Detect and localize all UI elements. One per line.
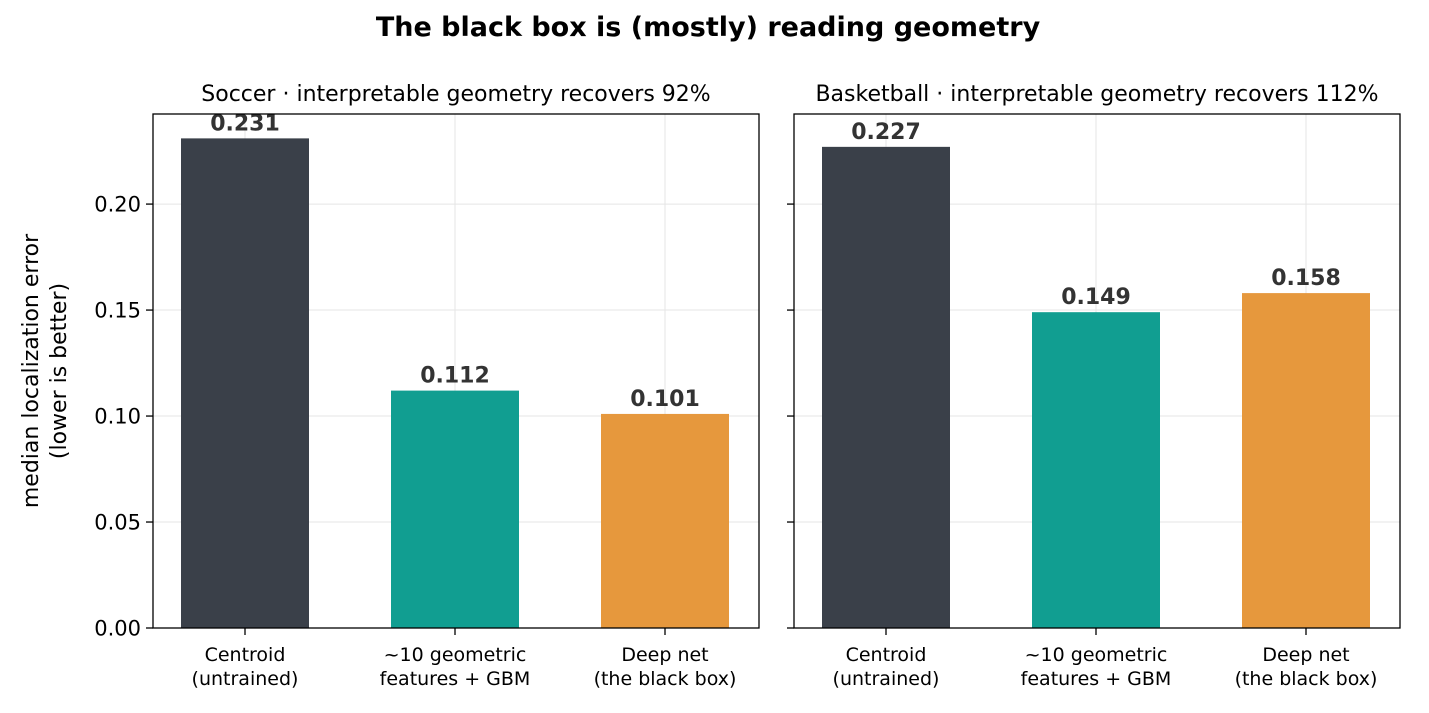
bar-value-label: 0.227 <box>851 120 921 145</box>
bar <box>601 413 729 628</box>
bar <box>822 146 950 628</box>
y-tick-label: 0.10 <box>94 405 141 429</box>
y-axis-label-line2: (lower is better) <box>47 283 72 459</box>
bar <box>1032 312 1160 628</box>
y-tick-label: 0.20 <box>94 193 141 217</box>
y-axis-label-line1: median localization error <box>19 233 44 508</box>
plot-frame <box>152 113 760 629</box>
x-tick-label: Centroid (untrained) <box>192 644 299 690</box>
bar <box>181 138 309 629</box>
panel-title: Basketball · interpretable geometry reco… <box>815 82 1378 107</box>
x-tick-label: ~10 geometric features + GBM <box>380 644 531 690</box>
bar <box>391 390 519 628</box>
bar-value-label: 0.231 <box>210 111 280 136</box>
x-tick-label: ~10 geometric features + GBM <box>1021 644 1172 690</box>
chart-panel-1: 0.231 0.112 0.101 0.00 0.05 0.10 0.15 0.20 Centr… <box>94 82 760 690</box>
chart-panel-2: 0.227 0.149 0.158 Centroid (untrained) ~10 ge… <box>787 82 1401 690</box>
x-tick-label: Deep net (the black box) <box>1235 644 1378 690</box>
panel-title: Soccer · interpretable geometry recovers… <box>201 82 710 107</box>
bar-value-label: 0.158 <box>1271 266 1341 291</box>
x-tick-label: Deep net (the black box) <box>594 644 737 690</box>
plot-frame <box>793 113 1401 629</box>
y-tick-label: 0.00 <box>94 617 141 641</box>
chart-suptitle: The black box is (mostly) reading geomet… <box>376 12 1041 43</box>
bar <box>1242 293 1370 628</box>
x-tick-label: Centroid (untrained) <box>833 644 940 690</box>
bar-value-label: 0.149 <box>1061 285 1131 310</box>
y-tick-label: 0.05 <box>94 511 141 535</box>
bar-value-label: 0.101 <box>630 387 700 412</box>
y-tick-label: 0.15 <box>94 299 141 323</box>
bar-value-label: 0.112 <box>420 364 490 389</box>
